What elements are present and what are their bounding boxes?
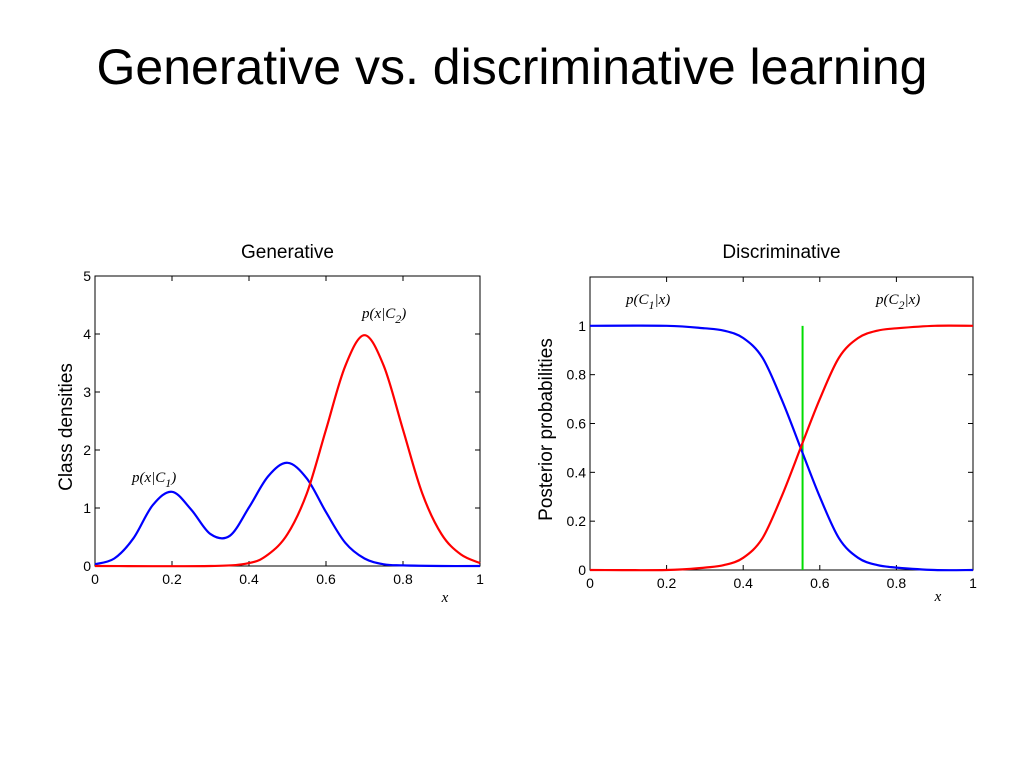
y-tick-label: 0 bbox=[578, 562, 586, 578]
y-tick-label: 0.4 bbox=[567, 464, 587, 480]
generative-chart: Generative Class densities x 0 0.2 0.4 0.6 0… bbox=[56, 242, 484, 606]
x-tick-label: 0 bbox=[586, 575, 594, 591]
slide-title: Generative vs. discriminative learning bbox=[96, 39, 928, 95]
x-tick-label: 0.2 bbox=[657, 575, 677, 591]
generative-x-axis-label: x bbox=[441, 590, 449, 606]
y-tick-label: 1 bbox=[578, 318, 586, 334]
series-line bbox=[94, 461, 481, 568]
generative-y-axis-label: Class densities bbox=[56, 363, 77, 491]
y-tick-label: 5 bbox=[83, 268, 91, 284]
x-tick-label: 0.6 bbox=[810, 575, 830, 591]
series-line bbox=[589, 324, 974, 572]
discriminative-series-labels: p(C1|x) p(C2|x) bbox=[625, 292, 920, 312]
series-label: p(x|C2) bbox=[361, 306, 406, 326]
series-label: p(C2|x) bbox=[875, 292, 920, 312]
series-label: p(C1|x) bbox=[625, 292, 670, 312]
y-tick-label: 0 bbox=[83, 558, 91, 574]
x-tick-label: 0.4 bbox=[733, 575, 753, 591]
x-tick-label: 1 bbox=[476, 571, 484, 587]
series-line bbox=[589, 324, 974, 572]
y-tick-label: 2 bbox=[83, 442, 91, 458]
generative-plot-frame bbox=[94, 275, 481, 567]
generative-chart-title: Generative bbox=[241, 242, 334, 263]
y-tick-label: 1 bbox=[83, 500, 91, 516]
x-tick-label: 0 bbox=[91, 571, 99, 587]
x-tick-label: 0.6 bbox=[316, 571, 336, 587]
generative-series bbox=[94, 334, 481, 568]
y-tick-label: 0.6 bbox=[567, 416, 587, 432]
discriminative-plot-frame bbox=[589, 276, 974, 571]
y-tick-label: 0.2 bbox=[567, 513, 587, 529]
x-tick-label: 0.8 bbox=[393, 571, 413, 587]
series-line bbox=[94, 334, 481, 568]
discriminative-ticks: 0 0.2 0.4 0.6 0.8 1 0 0.2 0.4 0.6 0.8 1 bbox=[567, 277, 977, 591]
y-tick-label: 3 bbox=[83, 384, 91, 400]
discriminative-chart: Discriminative Posterior probabilities x… bbox=[536, 242, 977, 605]
x-tick-label: 0.8 bbox=[887, 575, 907, 591]
series-label: p(x|C1) bbox=[131, 470, 176, 490]
y-tick-label: 0.8 bbox=[567, 367, 587, 383]
x-tick-label: 1 bbox=[969, 575, 977, 591]
x-tick-label: 0.4 bbox=[239, 571, 259, 587]
discriminative-series bbox=[589, 324, 974, 572]
discriminative-chart-title: Discriminative bbox=[722, 242, 840, 263]
discriminative-x-axis-label: x bbox=[934, 589, 942, 605]
discriminative-y-axis-label: Posterior probabilities bbox=[536, 338, 557, 521]
x-tick-label: 0.2 bbox=[162, 571, 182, 587]
y-tick-label: 4 bbox=[83, 326, 91, 342]
generative-series-labels: p(x|C1) p(x|C2) bbox=[131, 306, 406, 490]
